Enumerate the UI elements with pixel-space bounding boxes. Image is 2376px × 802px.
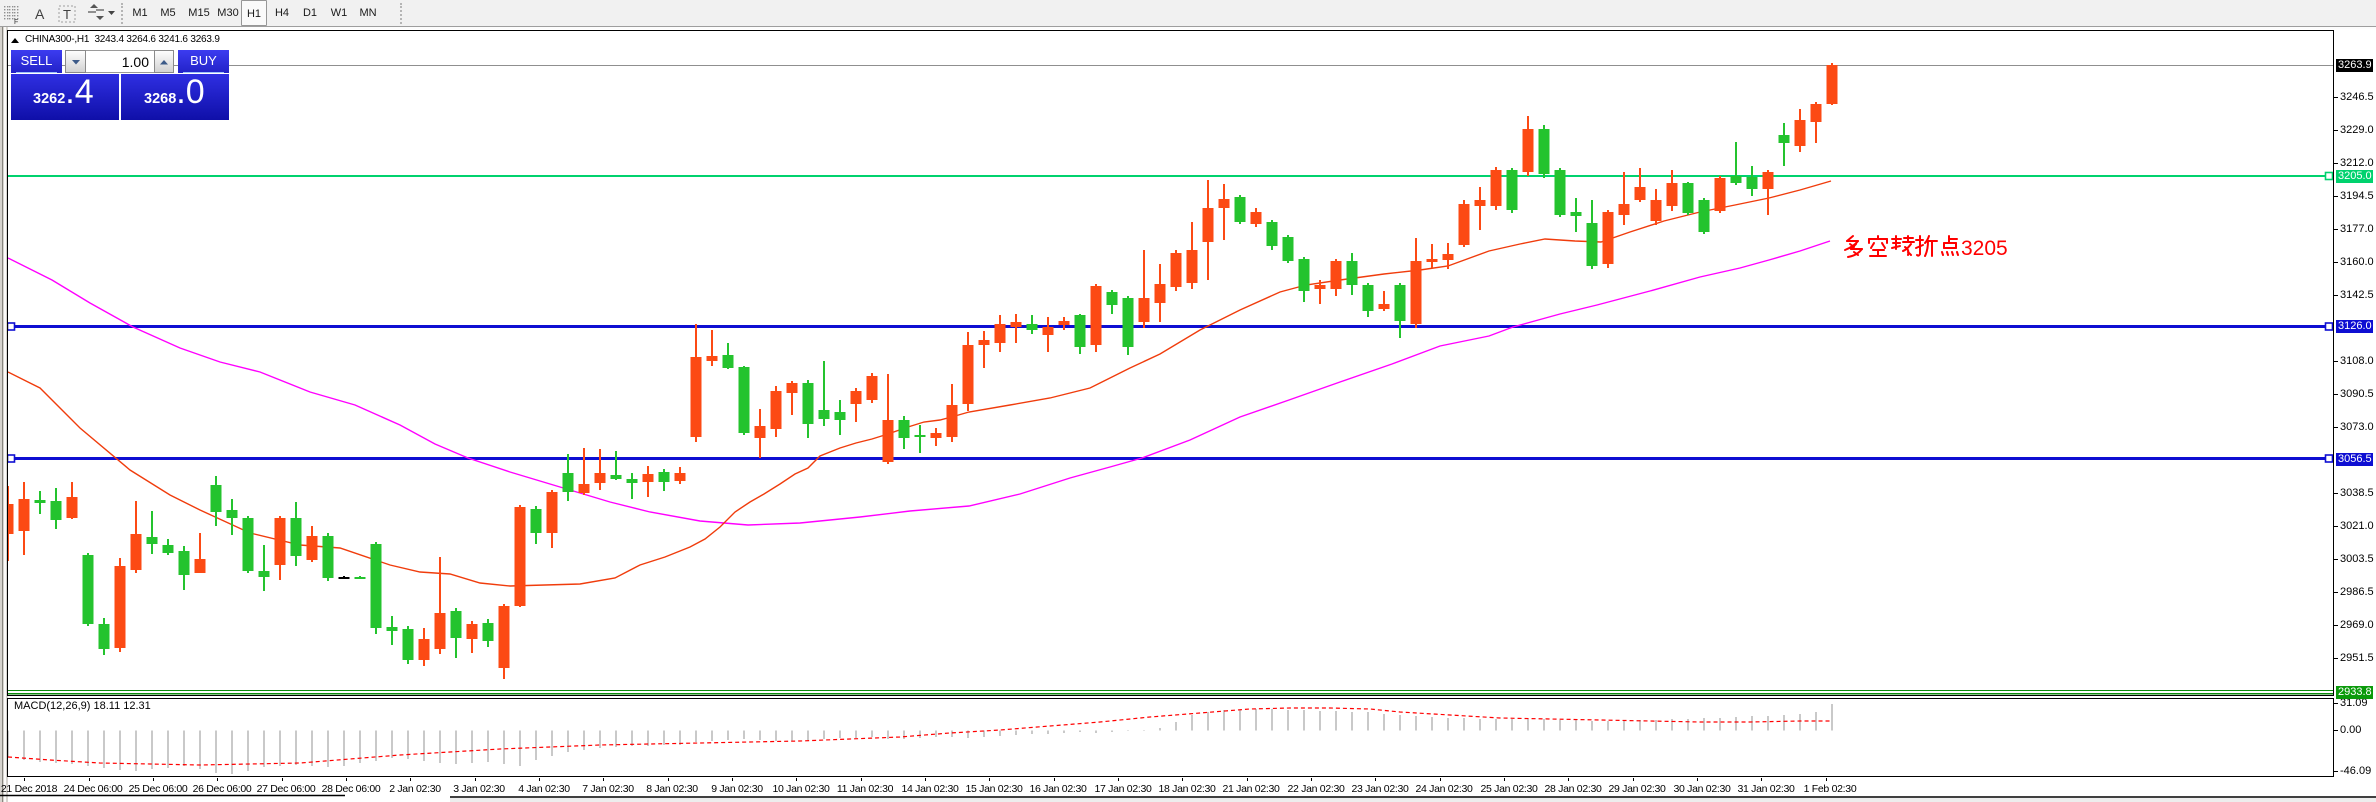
svg-text:A: A [35,6,45,22]
svg-text:T: T [63,7,71,22]
svg-text:3205: 3205 [1961,237,2008,260]
svg-text:F: F [14,19,18,26]
